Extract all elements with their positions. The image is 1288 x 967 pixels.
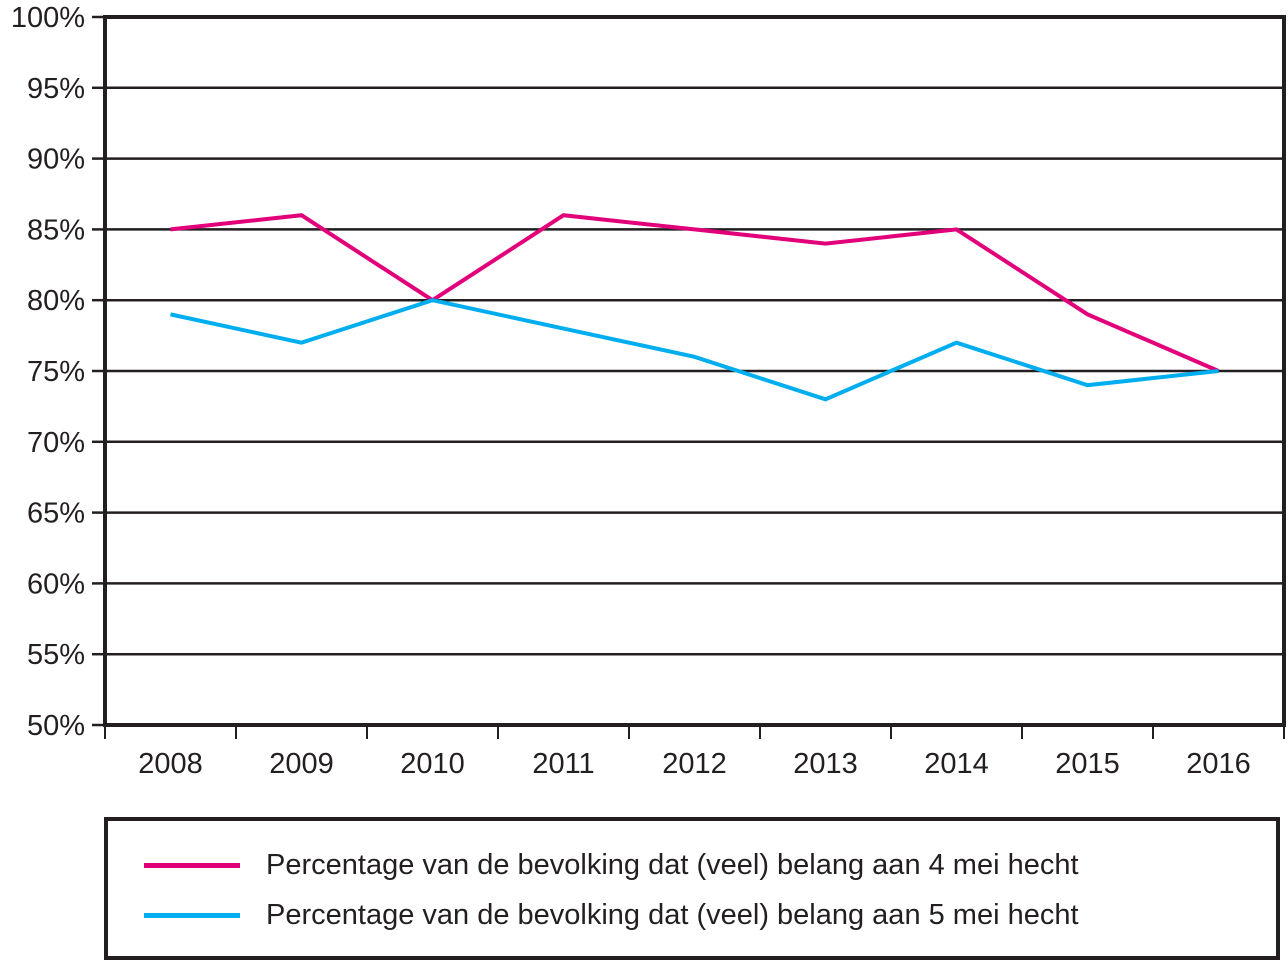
gridlines [105, 15, 1284, 727]
y-tick-label: 55% [27, 639, 85, 671]
y-tick-label: 70% [27, 427, 85, 459]
y-tick-label: 85% [27, 214, 85, 246]
y-tick-label: 75% [27, 356, 85, 388]
x-tick-label: 2016 [1186, 748, 1251, 780]
x-tick-label: 2009 [269, 748, 334, 780]
legend-swatch-5-mei [144, 913, 240, 918]
legend: Percentage van de bevolking dat (veel) b… [104, 817, 1280, 960]
x-tick-label: 2014 [924, 748, 989, 780]
y-axis-ticks: 50% 55% 60% 65% 70% 75% 80% 85% 90% 95% 100% [11, 2, 105, 742]
y-tick-label: 60% [27, 568, 85, 600]
series-line-0 [170, 213, 1220, 373]
y-tick-label: 50% [27, 710, 85, 742]
legend-label-4-mei: Percentage van de bevolking dat (veel) b… [266, 849, 1079, 881]
y-tick-label: 100% [11, 2, 85, 34]
legend-label-5-mei: Percentage van de bevolking dat (veel) b… [266, 899, 1079, 931]
y-tick-label: 90% [27, 144, 85, 176]
legend-item-5-mei: Percentage van de bevolking dat (veel) b… [144, 899, 1079, 932]
x-tick-label: 2013 [793, 748, 858, 780]
legend-item-4-mei: Percentage van de bevolking dat (veel) b… [144, 849, 1079, 882]
y-tick-label: 80% [27, 285, 85, 317]
y-tick-label: 95% [27, 73, 85, 105]
x-tick-label: 2012 [662, 748, 727, 780]
series-line-1 [170, 298, 1219, 402]
legend-swatch-4-mei [144, 863, 240, 868]
line-chart: 50%55%60%65%70%75%80%85%90%95%100% 2008 2… [11, 2, 1286, 780]
x-tick-label: 2011 [532, 748, 594, 780]
y-tick-label: 65% [27, 498, 85, 530]
x-tick-label: 2010 [400, 748, 465, 780]
x-tick-label: 2008 [138, 748, 203, 780]
x-axis-ticks: 2008 2009 2010 2011 2012 2013 2014 2015 2016 [104, 725, 1285, 780]
series-lines [170, 213, 1220, 402]
x-tick-label: 2015 [1055, 748, 1120, 780]
